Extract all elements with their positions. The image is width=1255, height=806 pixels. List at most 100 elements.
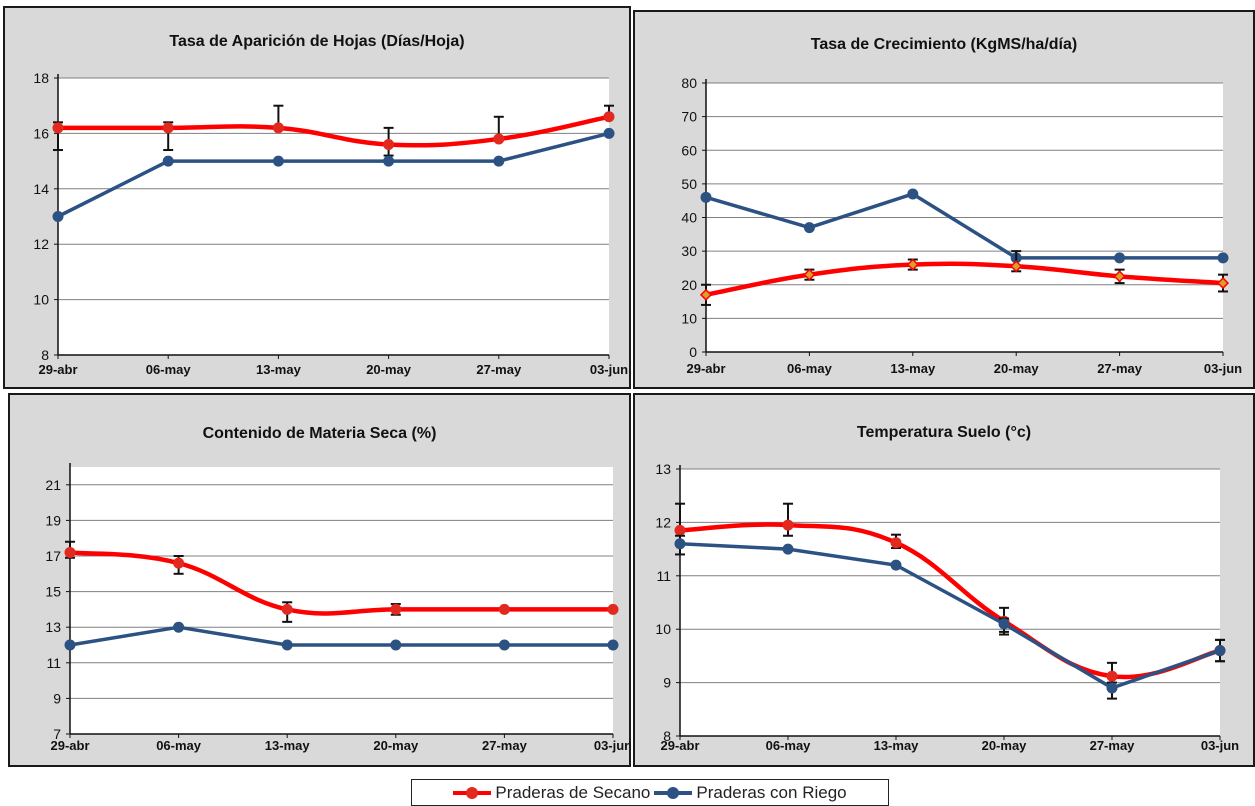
y-tick-label: 18 xyxy=(33,70,49,86)
x-tick-label: 27-may xyxy=(1097,361,1143,376)
y-tick-label: 9 xyxy=(663,675,671,691)
x-tick-label: 27-may xyxy=(1090,738,1136,753)
y-tick-label: 8 xyxy=(41,347,49,363)
chart-title: Contenido de Materia Seca (%) xyxy=(203,425,437,442)
y-tick-label: 80 xyxy=(681,75,697,91)
legend-swatch-riego xyxy=(654,786,693,800)
chart-panel-tasa-crecimiento: Tasa de Crecimiento (KgMS/ha/día) 0 10 20 30… xyxy=(633,10,1255,389)
data-point-riego xyxy=(907,188,919,200)
data-point-riego xyxy=(498,639,510,651)
data-point-riego xyxy=(890,559,902,571)
data-point-riego xyxy=(281,639,293,651)
y-tick-label: 12 xyxy=(655,514,671,530)
y-tick-label: 13 xyxy=(655,461,671,477)
x-tick-label: 29-abr xyxy=(50,738,89,753)
chart-svg: Temperatura Suelo (°c) 8 9 10 11 12 13 29-abr 06… xyxy=(655,424,1239,753)
data-point-riego xyxy=(700,191,712,203)
x-tick-label: 27-may xyxy=(476,362,522,377)
data-point-riego xyxy=(64,639,76,651)
data-point-riego xyxy=(272,155,284,167)
x-tick-label: 03-jun xyxy=(590,362,628,377)
data-point-secano xyxy=(607,603,619,615)
chart-panel-materia-seca: Contenido de Materia Seca (%) 7 9 11 13 15 17 1… xyxy=(8,393,631,767)
series-line-riego xyxy=(56,131,611,219)
chart-svg: Tasa de Crecimiento (KgMS/ha/día) 0 10 20 30… xyxy=(681,36,1242,376)
data-point-riego xyxy=(162,155,174,167)
data-point-secano xyxy=(699,288,713,301)
x-tick-label: 29-abr xyxy=(660,738,699,753)
chart-title: Temperatura Suelo (°c) xyxy=(857,424,1031,441)
data-point-riego xyxy=(674,538,686,550)
data-point-riego xyxy=(383,155,395,167)
data-point-secano xyxy=(1106,670,1118,682)
y-tick-label: 11 xyxy=(46,655,61,671)
legend-label-riego: Praderas con Riego xyxy=(696,782,847,802)
data-point-riego xyxy=(1217,252,1229,264)
data-point-riego xyxy=(803,222,815,234)
x-tick-label: 03-jun xyxy=(594,738,629,753)
series-line-riego xyxy=(678,542,1222,690)
data-point-riego xyxy=(603,127,615,139)
data-point-riego xyxy=(607,639,619,651)
data-point-secano xyxy=(1113,270,1126,283)
data-point-secano xyxy=(603,111,615,123)
chart-svg: Tasa de Aparición de Hojas (Días/Hoja) 8 1… xyxy=(33,33,628,377)
y-tick-label: 14 xyxy=(33,181,49,197)
y-tick-label: 0 xyxy=(689,344,697,360)
data-point-riego xyxy=(998,618,1010,630)
data-point-secano xyxy=(173,557,185,569)
x-tick-label: 20-may xyxy=(982,738,1028,753)
series-line-secano xyxy=(703,261,1226,298)
y-tick-label: 8 xyxy=(663,728,671,744)
data-point-secano xyxy=(52,122,64,134)
chart-legend: Praderas de Secano Praderas con Riego xyxy=(411,779,889,806)
x-tick-label: 03-jun xyxy=(1201,738,1239,753)
y-tick-label: 9 xyxy=(53,690,61,706)
data-point-secano xyxy=(281,603,293,615)
x-tick-label: 06-may xyxy=(156,738,202,753)
x-tick-label: 20-may xyxy=(373,738,419,753)
x-tick-label: 13-may xyxy=(256,362,302,377)
y-tick-label: 17 xyxy=(45,548,61,564)
plot-area xyxy=(680,469,1220,736)
chart-title: Tasa de Crecimiento (KgMS/ha/día) xyxy=(811,36,1077,53)
y-tick-label: 11 xyxy=(656,568,671,584)
x-tick-label: 20-may xyxy=(994,361,1040,376)
data-point-secano xyxy=(890,537,902,549)
series-line-secano xyxy=(55,114,612,148)
y-tick-label: 30 xyxy=(681,243,697,259)
x-tick-label: 06-may xyxy=(766,738,812,753)
data-point-riego xyxy=(1114,252,1126,264)
legend-item-riego: Praderas con Riego xyxy=(654,782,847,803)
series-line-secano xyxy=(67,550,616,616)
data-point-secano xyxy=(782,519,794,531)
series-line-riego xyxy=(704,192,1225,260)
series-line-riego xyxy=(68,625,615,647)
data-point-riego xyxy=(782,543,794,555)
data-point-riego xyxy=(493,155,505,167)
data-point-secano xyxy=(383,138,395,150)
data-point-riego xyxy=(52,211,64,222)
plot-area xyxy=(70,467,613,734)
data-point-secano xyxy=(272,122,284,134)
y-tick-label: 10 xyxy=(33,292,49,308)
data-point-secano xyxy=(493,133,505,145)
plot-area xyxy=(58,78,609,355)
legend-swatch-secano xyxy=(453,786,492,800)
y-tick-label: 40 xyxy=(681,210,697,226)
x-tick-label: 27-may xyxy=(482,738,528,753)
data-point-riego xyxy=(1106,682,1118,694)
chart-panel-temperatura-suelo: Temperatura Suelo (°c) 8 9 10 11 12 13 29-abr 06… xyxy=(633,393,1255,767)
data-point-riego xyxy=(390,639,402,651)
data-point-secano xyxy=(1010,260,1023,273)
y-tick-label: 16 xyxy=(33,125,49,141)
data-point-secano xyxy=(162,122,174,134)
data-point-secano xyxy=(803,268,816,281)
y-tick-label: 19 xyxy=(45,512,61,528)
x-tick-label: 20-may xyxy=(366,362,412,377)
y-tick-label: 60 xyxy=(681,142,697,158)
x-tick-label: 03-jun xyxy=(1204,361,1242,376)
chart-svg: Contenido de Materia Seca (%) 7 9 11 13 15 17 1… xyxy=(45,425,629,753)
data-point-secano xyxy=(906,258,919,271)
y-tick-label: 50 xyxy=(681,176,697,192)
